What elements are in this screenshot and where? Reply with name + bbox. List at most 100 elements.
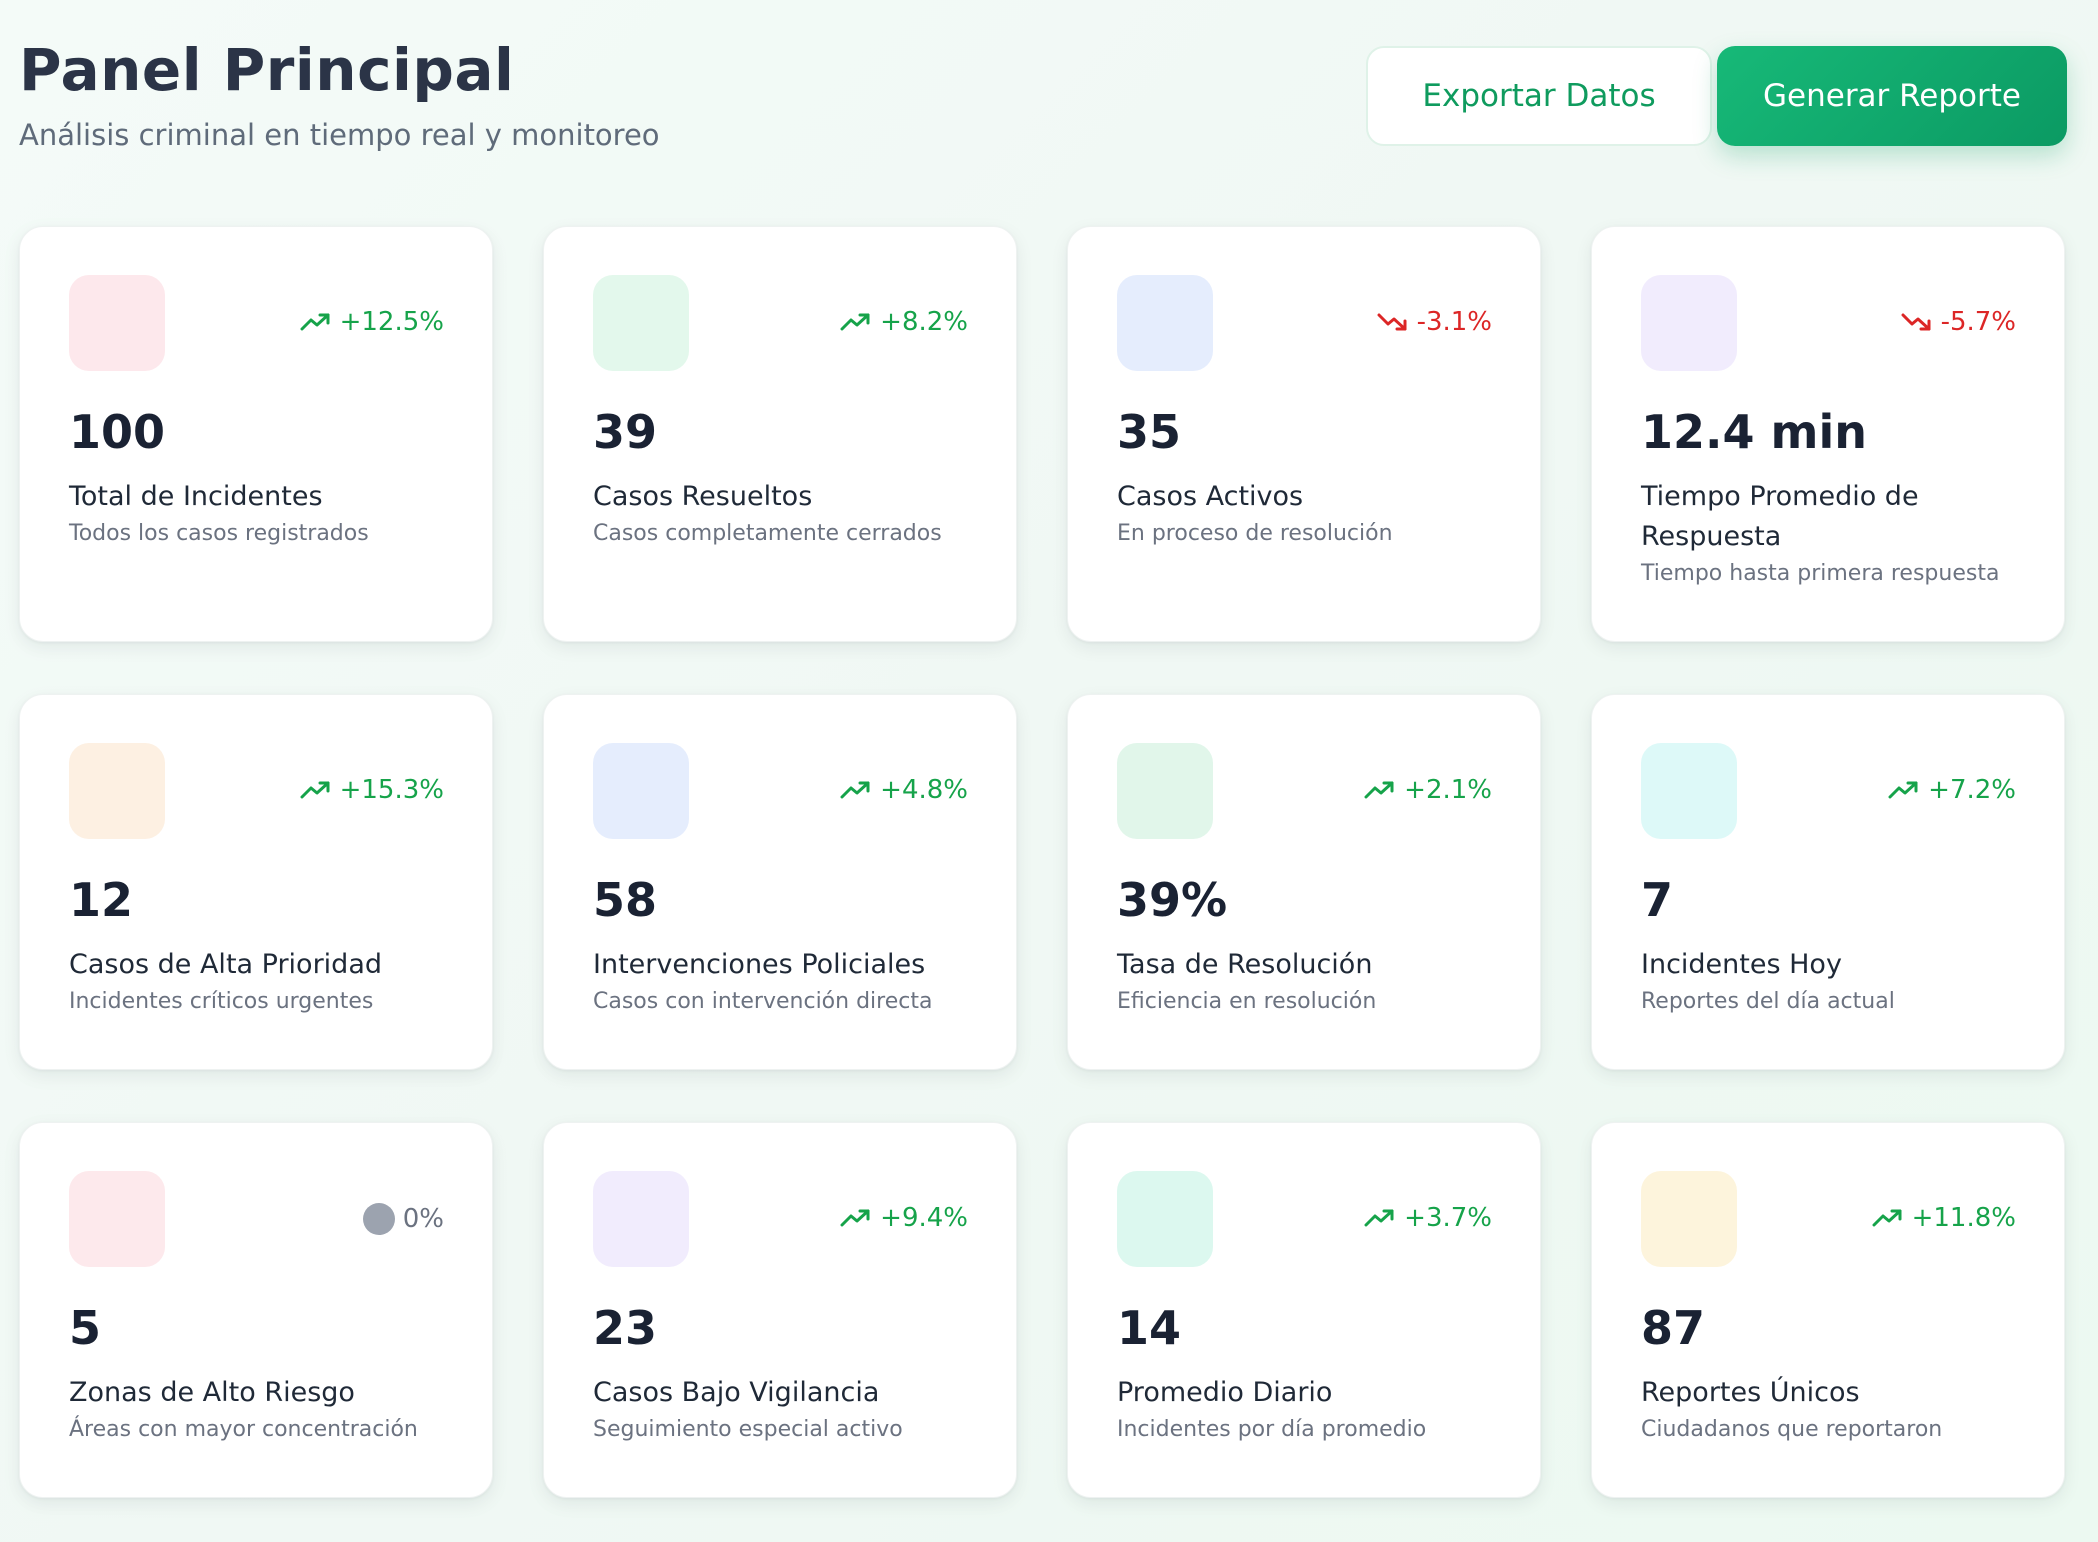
stat-icon bbox=[1641, 1171, 1737, 1267]
stat-icon bbox=[593, 743, 689, 839]
stat-icon bbox=[69, 1171, 165, 1267]
stat-icon bbox=[1641, 743, 1737, 839]
stat-card: +12.5% 100 Total de Incidentes Todos los ca… bbox=[19, 226, 493, 642]
stat-icon bbox=[69, 275, 165, 371]
stat-label: Total de Incidentes bbox=[69, 481, 323, 512]
stat-value: 12 bbox=[69, 873, 134, 927]
stat-value: 39 bbox=[593, 405, 658, 459]
stat-card: +9.4% 23 Casos Bajo Vigilancia Seguimiento … bbox=[543, 1122, 1017, 1498]
trend-up-icon bbox=[840, 313, 870, 331]
trend-value: +2.1% bbox=[1404, 775, 1492, 805]
stat-card: +11.8% 87 Reportes Únicos Ciudadanos que re… bbox=[1591, 1122, 2065, 1498]
trend-indicator: +15.3% bbox=[300, 775, 444, 805]
stat-icon bbox=[69, 743, 165, 839]
stat-icon bbox=[1117, 743, 1213, 839]
stat-description: Casos completamente cerrados bbox=[593, 521, 942, 546]
trend-indicator: 0% bbox=[362, 1203, 444, 1235]
stat-description: Incidentes por día promedio bbox=[1117, 1417, 1427, 1442]
neutral-dot-icon bbox=[362, 1203, 395, 1235]
stat-value: 12.4 min bbox=[1641, 405, 1867, 459]
stat-value: 35 bbox=[1117, 405, 1182, 459]
stat-description: Todos los casos registrados bbox=[69, 521, 369, 546]
trend-value: +15.3% bbox=[339, 775, 444, 805]
stat-card: +4.8% 58 Intervenciones Policiales Casos co… bbox=[543, 694, 1017, 1070]
stat-label: Reportes Únicos bbox=[1641, 1377, 1860, 1408]
stat-value: 58 bbox=[593, 873, 658, 927]
page-subtitle: Análisis criminal en tiempo real y monit… bbox=[19, 118, 660, 152]
stat-description: Incidentes críticos urgentes bbox=[69, 989, 374, 1014]
trend-indicator: +8.2% bbox=[840, 307, 968, 337]
stat-value: 23 bbox=[593, 1301, 658, 1355]
trend-up-icon bbox=[840, 781, 870, 799]
stat-label: Casos Bajo Vigilancia bbox=[593, 1377, 880, 1408]
stat-label: Tasa de Resolución bbox=[1117, 949, 1373, 980]
trend-up-icon bbox=[300, 781, 330, 799]
trend-indicator: +11.8% bbox=[1872, 1203, 2016, 1233]
trend-value: -3.1% bbox=[1416, 307, 1492, 337]
stat-label: Intervenciones Policiales bbox=[593, 949, 926, 980]
export-data-button[interactable]: Exportar Datos bbox=[1366, 46, 1712, 146]
stat-label: Zonas de Alto Riesgo bbox=[69, 1377, 355, 1408]
stat-value: 14 bbox=[1117, 1301, 1182, 1355]
stat-value: 39% bbox=[1117, 873, 1228, 927]
stat-description: Seguimiento especial activo bbox=[593, 1417, 903, 1442]
stat-card: +15.3% 12 Casos de Alta Prioridad Incidente… bbox=[19, 694, 493, 1070]
stat-card: +7.2% 7 Incidentes Hoy Reportes del día act… bbox=[1591, 694, 2065, 1070]
stat-card: +2.1% 39% Tasa de Resolución Eficiencia en … bbox=[1067, 694, 1541, 1070]
trend-indicator: +9.4% bbox=[840, 1203, 968, 1233]
stat-value: 5 bbox=[69, 1301, 102, 1355]
trend-up-icon bbox=[1888, 781, 1918, 799]
stat-value: 87 bbox=[1641, 1301, 1706, 1355]
page-title: Panel Principal bbox=[19, 36, 515, 104]
stat-icon bbox=[593, 1171, 689, 1267]
stat-description: Ciudadanos que reportaron bbox=[1641, 1417, 1943, 1442]
stat-icon bbox=[1117, 275, 1213, 371]
stat-description: Eficiencia en resolución bbox=[1117, 989, 1377, 1014]
trend-value: +11.8% bbox=[1911, 1203, 2016, 1233]
stat-description: Tiempo hasta primera respuesta bbox=[1641, 561, 2000, 586]
stat-card: -3.1% 35 Casos Activos En proceso de resolu… bbox=[1067, 226, 1541, 642]
trend-value: +12.5% bbox=[339, 307, 444, 337]
trend-indicator: -3.1% bbox=[1377, 307, 1492, 337]
stat-label: Incidentes Hoy bbox=[1641, 949, 1842, 980]
trend-indicator: +12.5% bbox=[300, 307, 444, 337]
stat-value: 7 bbox=[1641, 873, 1674, 927]
trend-indicator: +7.2% bbox=[1888, 775, 2016, 805]
stat-description: Casos con intervención directa bbox=[593, 989, 933, 1014]
stat-label: Casos de Alta Prioridad bbox=[69, 949, 383, 980]
stat-label: Casos Resueltos bbox=[593, 481, 813, 512]
trend-down-icon bbox=[1377, 313, 1407, 331]
trend-indicator: +4.8% bbox=[840, 775, 968, 805]
trend-indicator: -5.7% bbox=[1901, 307, 2016, 337]
trend-down-icon bbox=[1901, 313, 1931, 331]
trend-up-icon bbox=[1364, 781, 1394, 799]
trend-up-icon bbox=[840, 1209, 870, 1227]
stat-card: +3.7% 14 Promedio Diario Incidentes por día… bbox=[1067, 1122, 1541, 1498]
stats-grid: +12.5% 100 Total de Incidentes Todos los ca… bbox=[19, 226, 2065, 1526]
stat-description: Reportes del día actual bbox=[1641, 989, 1895, 1014]
stat-icon bbox=[593, 275, 689, 371]
trend-up-icon bbox=[300, 313, 330, 331]
stat-label: Promedio Diario bbox=[1117, 1377, 1333, 1408]
trend-indicator: +2.1% bbox=[1364, 775, 1492, 805]
stat-description: En proceso de resolución bbox=[1117, 521, 1393, 546]
stat-label: Tiempo Promedio de Respuesta bbox=[1641, 481, 1919, 552]
trend-value: +3.7% bbox=[1404, 1203, 1492, 1233]
trend-up-icon bbox=[1872, 1209, 1902, 1227]
stat-value: 100 bbox=[69, 405, 166, 459]
stat-icon bbox=[1117, 1171, 1213, 1267]
trend-value: +9.4% bbox=[880, 1203, 968, 1233]
trend-value: 0% bbox=[402, 1204, 444, 1234]
stat-label: Casos Activos bbox=[1117, 481, 1304, 512]
trend-value: -5.7% bbox=[1940, 307, 2016, 337]
trend-value: +7.2% bbox=[1928, 775, 2016, 805]
stat-card: +8.2% 39 Casos Resueltos Casos completament… bbox=[543, 226, 1017, 642]
trend-up-icon bbox=[1364, 1209, 1394, 1227]
trend-value: +4.8% bbox=[880, 775, 968, 805]
trend-indicator: +3.7% bbox=[1364, 1203, 1492, 1233]
stat-icon bbox=[1641, 275, 1737, 371]
stat-card: 0% 5 Zonas de Alto Riesgo Áreas con mayor c… bbox=[19, 1122, 493, 1498]
stat-description: Áreas con mayor concentración bbox=[69, 1417, 418, 1442]
generate-report-button[interactable]: Generar Reporte bbox=[1717, 46, 2067, 146]
page-header: Panel Principal Análisis criminal en tie… bbox=[19, 30, 2068, 170]
